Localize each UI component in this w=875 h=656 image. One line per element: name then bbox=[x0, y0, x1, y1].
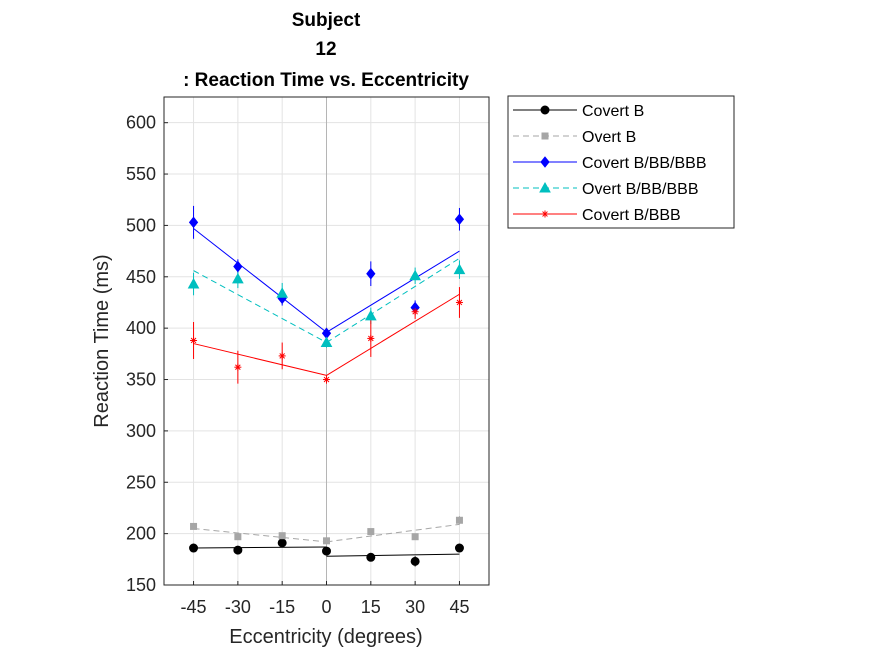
y-tick-label: 500 bbox=[126, 215, 156, 235]
legend-label: Covert B bbox=[582, 103, 644, 120]
legend-marker bbox=[541, 210, 549, 218]
chart-title-line-2: 12 bbox=[315, 39, 336, 60]
y-axis-label: Reaction Time (ms) bbox=[91, 254, 113, 427]
y-tick-label: 450 bbox=[126, 267, 156, 287]
legend-label: Overt B bbox=[582, 129, 636, 146]
fit-line-segment bbox=[193, 546, 327, 549]
plot-area: -45 -30 -15 0 15 30 45 150 200 250 300 350 400 450 50… bbox=[126, 96, 490, 617]
y-tick-label: 150 bbox=[126, 575, 156, 595]
data-point bbox=[190, 522, 198, 530]
legend-entry: Covert B/BBB bbox=[513, 207, 681, 224]
y-tick-label: 300 bbox=[126, 421, 156, 441]
data-point bbox=[234, 533, 242, 541]
y-tick-label: 250 bbox=[126, 472, 156, 492]
legend-label: Covert B/BB/BBB bbox=[582, 155, 707, 172]
data-point bbox=[411, 533, 419, 541]
data-point bbox=[411, 308, 419, 316]
data-point bbox=[367, 528, 375, 536]
y-tick-label: 550 bbox=[126, 164, 156, 184]
data-markers bbox=[187, 213, 466, 566]
legend-marker bbox=[540, 156, 550, 168]
fit-lines bbox=[193, 228, 460, 557]
data-point bbox=[278, 532, 286, 540]
fit-line-segment bbox=[326, 250, 460, 333]
data-point bbox=[364, 309, 377, 321]
data-point bbox=[453, 263, 466, 275]
x-tick-label: -15 bbox=[269, 597, 295, 617]
y-tick-label: 200 bbox=[126, 524, 156, 544]
legend-marker bbox=[539, 181, 551, 193]
x-tick-label: 30 bbox=[405, 597, 425, 617]
data-point bbox=[367, 334, 375, 342]
data-point bbox=[366, 552, 376, 562]
y-tick-label: 400 bbox=[126, 318, 156, 338]
x-tick-label: 45 bbox=[449, 597, 469, 617]
fit-line-segment bbox=[193, 343, 327, 376]
x-tick-label: -30 bbox=[225, 597, 251, 617]
data-point bbox=[190, 336, 198, 344]
data-point bbox=[323, 376, 330, 384]
y-tick-label: 600 bbox=[126, 113, 156, 133]
x-axis-ticks: -45 -30 -15 0 15 30 45 bbox=[181, 581, 469, 617]
fit-line-segment bbox=[193, 228, 327, 333]
legend-label: Covert B/BBB bbox=[582, 207, 681, 224]
data-point bbox=[454, 213, 465, 226]
data-point bbox=[277, 538, 287, 548]
legend-entry: Overt B/BB/BBB bbox=[513, 181, 698, 198]
data-point bbox=[320, 336, 333, 348]
fit-line-segment bbox=[326, 523, 460, 543]
x-tick-label: -45 bbox=[181, 597, 207, 617]
data-point bbox=[455, 298, 463, 306]
legend-marker bbox=[541, 132, 549, 140]
fit-line-segment bbox=[326, 553, 460, 557]
data-point bbox=[233, 260, 243, 273]
data-point bbox=[187, 277, 200, 289]
fit-line-segment bbox=[193, 527, 327, 543]
x-axis-label: Eccentricity (degrees) bbox=[229, 626, 422, 648]
data-point bbox=[454, 543, 464, 553]
x-tick-label: 15 bbox=[361, 597, 381, 617]
data-point bbox=[234, 363, 242, 371]
data-point bbox=[276, 287, 289, 298]
data-point bbox=[410, 556, 420, 566]
data-point bbox=[322, 546, 331, 556]
data-point bbox=[409, 269, 421, 281]
fit-line-segment bbox=[326, 257, 460, 343]
data-point bbox=[455, 516, 463, 524]
legend-entry: Overt B bbox=[513, 129, 636, 146]
x-tick-label: 0 bbox=[321, 597, 331, 617]
data-point bbox=[233, 545, 243, 555]
data-point bbox=[366, 267, 376, 280]
legend-label: Overt B/BB/BBB bbox=[582, 181, 698, 198]
fit-line-segment bbox=[193, 270, 327, 343]
y-axis-ticks: 150 200 250 300 350 400 450 500 550 600 bbox=[126, 113, 168, 595]
chart-title-line-1: Subject bbox=[292, 10, 361, 31]
fit-line-segment bbox=[326, 293, 460, 376]
legend-entry: Covert B bbox=[513, 103, 644, 120]
chart-title-line-3: : Reaction Time vs. Eccentricity bbox=[183, 70, 469, 91]
data-point bbox=[232, 272, 244, 284]
legend: Covert B Overt B Covert B/BB/BBB Overt B/BB… bbox=[507, 95, 735, 229]
data-point bbox=[188, 216, 199, 229]
data-point bbox=[278, 352, 286, 360]
legend-entry: Covert B/BB/BBB bbox=[513, 155, 707, 172]
legend-marker bbox=[540, 105, 550, 115]
y-tick-label: 350 bbox=[126, 370, 156, 390]
data-point bbox=[323, 537, 330, 545]
data-point bbox=[189, 543, 199, 553]
